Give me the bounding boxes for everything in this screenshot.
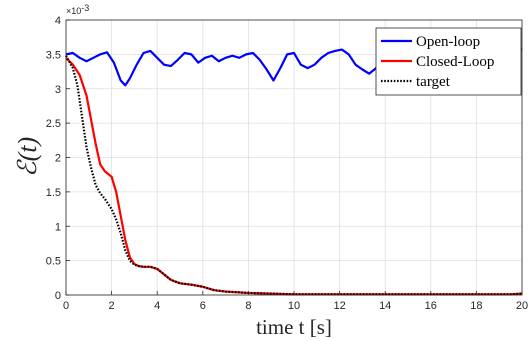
x-tick-label: 10 xyxy=(288,300,300,312)
y-tick-label: 1 xyxy=(55,221,61,233)
y-tick-label: 0.5 xyxy=(46,256,61,268)
y-tick-label: 1.5 xyxy=(46,187,61,199)
y-tick-label: 3 xyxy=(55,84,61,96)
x-tick-label: 2 xyxy=(109,300,115,312)
y-tick-label: 3.5 xyxy=(46,49,61,61)
y-axis-label: ℰ(t) xyxy=(13,137,42,177)
x-tick-label: 12 xyxy=(333,300,345,312)
x-tick-label: 20 xyxy=(516,300,528,312)
legend-label: Closed-Loop xyxy=(416,54,494,70)
x-tick-label: 0 xyxy=(63,300,69,312)
y-tick-label: 4 xyxy=(55,15,61,27)
y-exponent-base: ×10 xyxy=(66,6,81,16)
x-tick-label: 14 xyxy=(379,300,391,312)
x-axis-label: time t [s] xyxy=(256,315,332,339)
y-tick-label: 2.5 xyxy=(46,118,61,130)
x-tick-label: 18 xyxy=(470,300,482,312)
legend: Open-loop Closed-Loop target xyxy=(375,27,522,96)
legend-label: target xyxy=(416,74,451,90)
y-tick-label: 2 xyxy=(55,153,61,165)
x-tick-label: 8 xyxy=(245,300,251,312)
y-exponent-power: -3 xyxy=(81,3,89,13)
legend-label: Open-loop xyxy=(416,34,480,50)
x-tick-label: 4 xyxy=(154,300,160,312)
y-tick-labels: 0 0.5 1 1.5 2 2.5 3 3.5 4 xyxy=(46,15,61,302)
plot-frame xyxy=(65,19,523,296)
x-tick-label: 16 xyxy=(425,300,437,312)
y-exponent-label: ×10-3 xyxy=(66,3,89,16)
y-tick-label: 0 xyxy=(55,290,61,302)
x-tick-labels: 0 2 4 6 8 10 12 14 16 18 20 xyxy=(63,300,528,312)
x-tick-label: 6 xyxy=(200,300,206,312)
